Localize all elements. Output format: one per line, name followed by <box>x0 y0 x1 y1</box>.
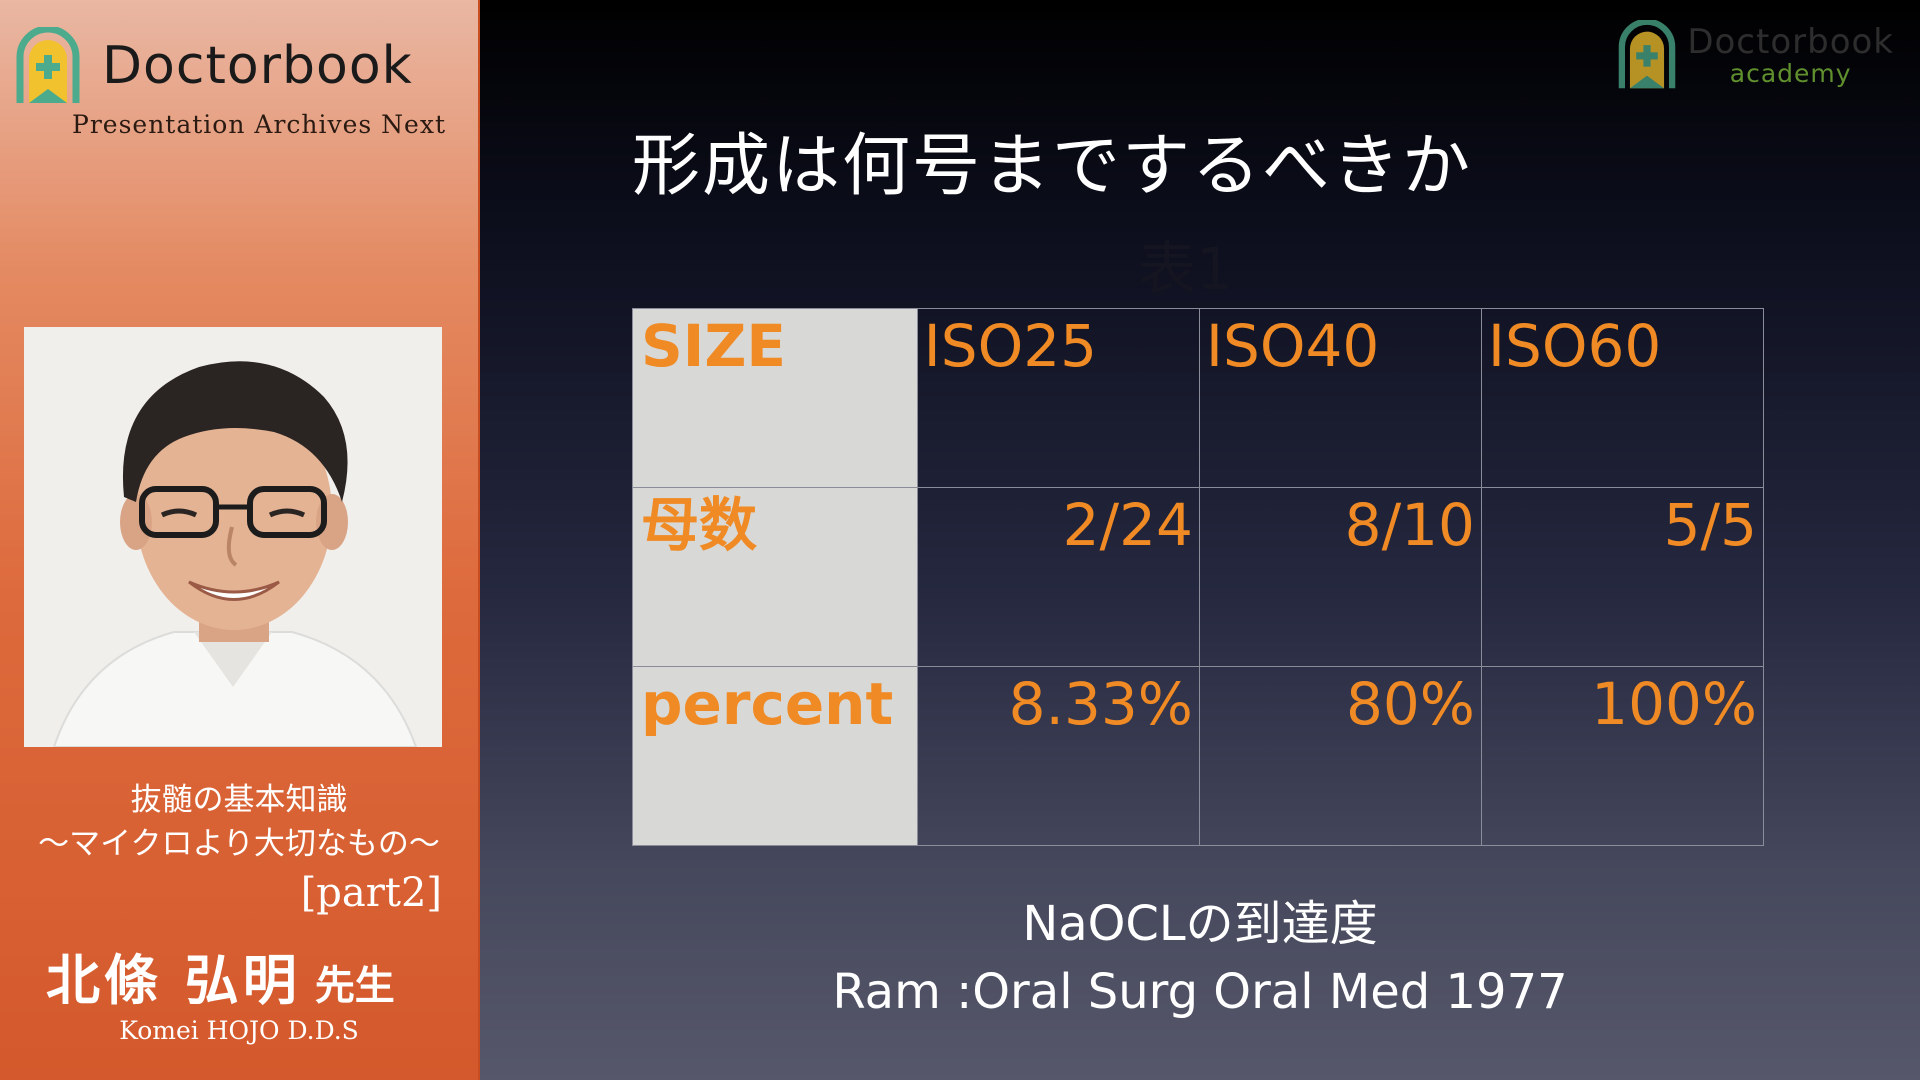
table-cell: 8/10 <box>1198 487 1482 667</box>
row-header: SIZE <box>632 308 918 488</box>
lecture-title-line1: 抜髄の基本知識 <box>130 782 348 818</box>
table-cell: ISO60 <box>1480 308 1765 488</box>
sidebar: Doctorbook Presentation Archives Next <box>0 0 480 1080</box>
doctorbook-logo: Doctorbook <box>16 26 413 106</box>
table-cell: 2/24 <box>916 487 1200 667</box>
table-row: 母数 2/24 8/10 5/5 <box>632 487 1765 667</box>
lecture-title: 抜髄の基本知識 〜マイクロより大切なもの〜 <box>0 778 478 866</box>
row-header: 母数 <box>632 487 918 667</box>
brand-subtitle: Presentation Archives Next <box>72 110 446 139</box>
brand-name: Doctorbook <box>102 36 413 96</box>
academy-logo: Doctorbook academy <box>1617 20 1894 90</box>
lecture-part: [part2] <box>300 870 442 916</box>
row-header: percent <box>632 666 918 846</box>
academy-brand: Doctorbook <box>1687 21 1894 62</box>
academy-tag: academy <box>1729 58 1852 88</box>
table-caption: 表1 <box>1138 235 1233 303</box>
source-citation: NaOCLの到達度 Ram :Oral Surg Oral Med 1977 <box>480 890 1920 1026</box>
lecture-title-line2: 〜マイクロより大切なもの〜 <box>38 826 440 862</box>
speaker-photo <box>24 327 442 747</box>
speaker-portrait <box>24 327 442 747</box>
source-line2: Ram :Oral Surg Oral Med 1977 <box>832 964 1568 1020</box>
arch-plus-badge-icon <box>1619 20 1676 89</box>
table-cell: 8.33% <box>916 666 1200 846</box>
speaker: 北條 弘明 先生 <box>46 936 395 1015</box>
results-table: SIZE ISO25 ISO40 ISO60 母数 2/24 8/10 5/5 … <box>632 308 1765 846</box>
table-cell: 80% <box>1198 666 1482 846</box>
speaker-honorific: 先生 <box>314 962 395 1009</box>
slide: Doctorbook academy 形成は何号までするべきか 表1 SIZE … <box>480 0 1920 1080</box>
speaker-roman-name: Komei HOJO D.D.S <box>119 1016 359 1045</box>
table-row: percent 8.33% 80% 100% <box>632 666 1765 846</box>
table-cell: 5/5 <box>1480 487 1765 667</box>
slide-title: 形成は何号までするべきか <box>632 127 1473 206</box>
arch-plus-badge-icon <box>16 27 80 103</box>
speaker-name: 北條 弘明 <box>46 948 301 1012</box>
table-cell: ISO40 <box>1198 308 1482 488</box>
table-row: SIZE ISO25 ISO40 ISO60 <box>632 308 1765 488</box>
table-cell: ISO25 <box>916 308 1200 488</box>
table-cell: 100% <box>1480 666 1765 846</box>
source-line1: NaOCLの到達度 <box>1022 896 1378 952</box>
